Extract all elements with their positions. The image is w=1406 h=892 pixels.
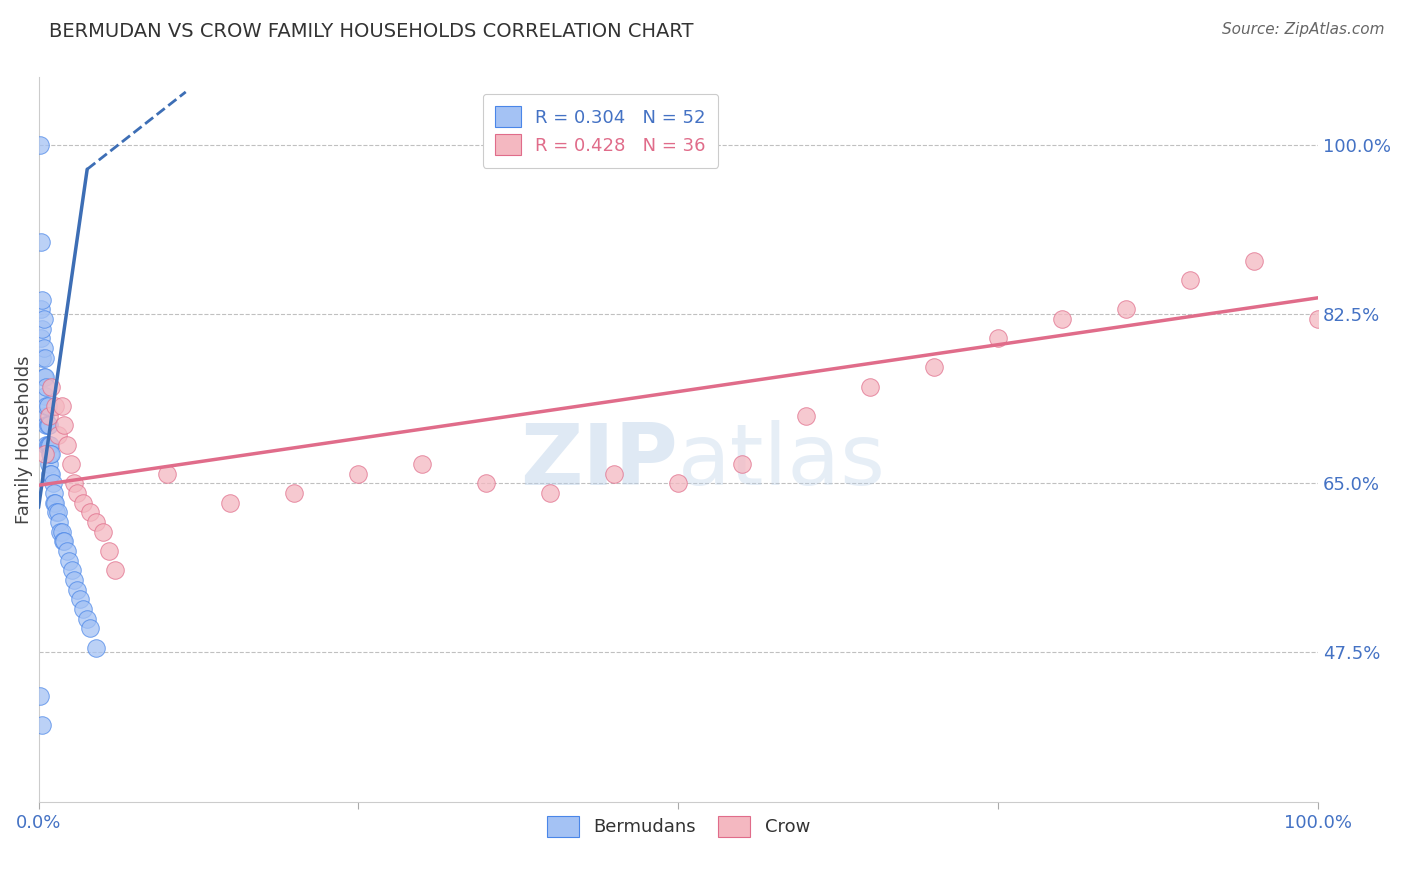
Point xyxy=(35,399,58,413)
Point xyxy=(37,418,59,433)
Point xyxy=(46,428,69,442)
Point xyxy=(1115,302,1137,317)
Point xyxy=(37,438,59,452)
Point xyxy=(45,505,67,519)
Point xyxy=(104,563,127,577)
Point xyxy=(53,418,76,433)
Point xyxy=(666,476,689,491)
Point xyxy=(347,467,370,481)
Point xyxy=(219,496,242,510)
Point xyxy=(38,409,60,423)
Point xyxy=(41,476,63,491)
Point xyxy=(34,351,56,365)
Point xyxy=(1180,273,1202,287)
Point xyxy=(32,370,55,384)
Point xyxy=(39,467,62,481)
Point xyxy=(41,380,63,394)
Point xyxy=(1243,254,1265,268)
Point xyxy=(69,592,91,607)
Point xyxy=(79,621,101,635)
Point xyxy=(38,418,60,433)
Point xyxy=(34,389,56,403)
Point xyxy=(48,515,70,529)
Point xyxy=(55,438,77,452)
Point xyxy=(44,399,66,413)
Point xyxy=(987,331,1010,345)
Point xyxy=(60,563,83,577)
Legend: Bermudans, Crow: Bermudans, Crow xyxy=(540,809,817,844)
Point xyxy=(44,496,66,510)
Point xyxy=(859,380,882,394)
Point xyxy=(155,467,177,481)
Point xyxy=(34,370,56,384)
Point xyxy=(34,447,56,461)
Point xyxy=(731,457,754,471)
Text: atlas: atlas xyxy=(678,420,886,503)
Point xyxy=(32,312,55,326)
Point xyxy=(46,505,69,519)
Text: ZIP: ZIP xyxy=(520,420,678,503)
Point xyxy=(28,138,51,153)
Point xyxy=(794,409,817,423)
Point xyxy=(31,351,53,365)
Point xyxy=(42,496,65,510)
Point xyxy=(76,612,98,626)
Point xyxy=(66,582,89,597)
Point xyxy=(538,486,561,500)
Point xyxy=(66,486,89,500)
Point xyxy=(55,544,77,558)
Point xyxy=(52,534,75,549)
Point xyxy=(31,322,53,336)
Point xyxy=(35,438,58,452)
Point xyxy=(63,476,86,491)
Point xyxy=(411,457,433,471)
Point xyxy=(603,467,626,481)
Point xyxy=(30,331,52,345)
Point xyxy=(84,515,107,529)
Point xyxy=(42,486,65,500)
Point xyxy=(37,399,59,413)
Point xyxy=(39,447,62,461)
Point xyxy=(79,505,101,519)
Point xyxy=(32,341,55,355)
Point xyxy=(38,457,60,471)
Point xyxy=(91,524,114,539)
Point xyxy=(63,573,86,587)
Point xyxy=(38,438,60,452)
Point xyxy=(475,476,498,491)
Point xyxy=(28,689,51,703)
Point xyxy=(283,486,305,500)
Point xyxy=(35,380,58,394)
Text: BERMUDAN VS CROW FAMILY HOUSEHOLDS CORRELATION CHART: BERMUDAN VS CROW FAMILY HOUSEHOLDS CORRE… xyxy=(49,22,693,41)
Point xyxy=(72,602,94,616)
Point xyxy=(49,524,72,539)
Y-axis label: Family Households: Family Households xyxy=(15,356,32,524)
Point xyxy=(72,496,94,510)
Point xyxy=(53,534,76,549)
Point xyxy=(41,467,63,481)
Point xyxy=(34,409,56,423)
Point xyxy=(922,360,945,375)
Point xyxy=(39,438,62,452)
Point xyxy=(30,235,52,249)
Text: Source: ZipAtlas.com: Source: ZipAtlas.com xyxy=(1222,22,1385,37)
Point xyxy=(31,293,53,307)
Point xyxy=(35,418,58,433)
Point xyxy=(31,718,53,732)
Point xyxy=(30,302,52,317)
Point xyxy=(58,554,80,568)
Point xyxy=(84,640,107,655)
Point xyxy=(51,399,73,413)
Point xyxy=(1050,312,1073,326)
Point xyxy=(97,544,120,558)
Point xyxy=(41,447,63,461)
Point xyxy=(51,524,73,539)
Point xyxy=(1308,312,1330,326)
Point xyxy=(59,457,82,471)
